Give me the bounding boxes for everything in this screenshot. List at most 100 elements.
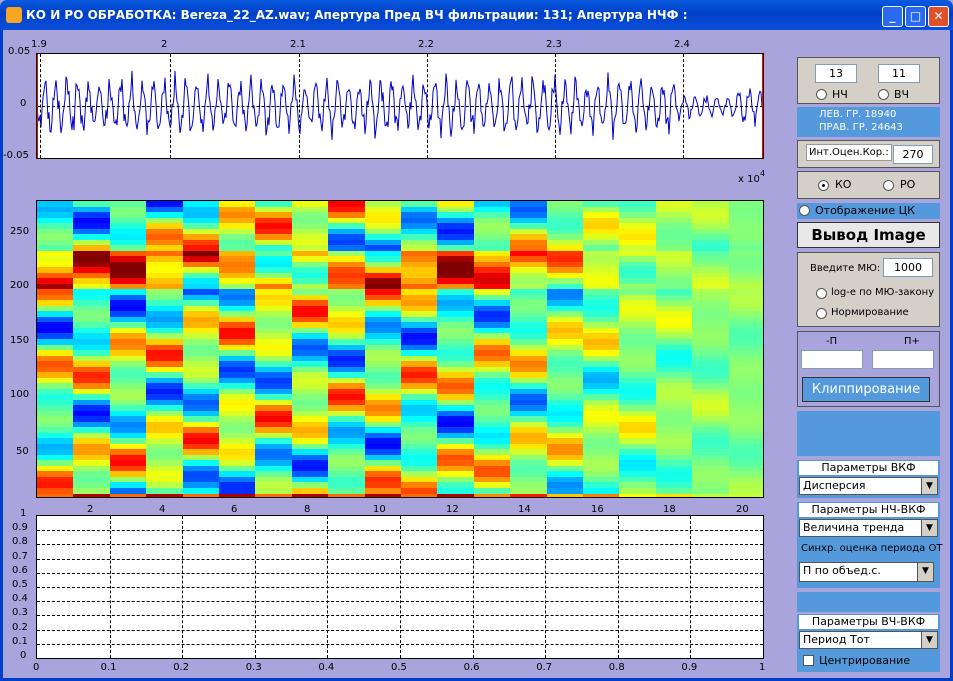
lf-vkf-select[interactable]: Величина тренда ▼ xyxy=(799,519,938,537)
heat-cell xyxy=(728,372,763,379)
heat-cell xyxy=(73,405,111,412)
heat-cell xyxy=(146,245,184,252)
heat-cell xyxy=(37,261,75,269)
clip-button[interactable]: Клиппирование xyxy=(802,377,930,402)
heat-cell xyxy=(255,405,293,412)
heat-cell xyxy=(510,261,548,269)
heat-cell xyxy=(73,234,111,241)
heat-cell xyxy=(109,410,148,418)
minimize-button[interactable]: _ xyxy=(882,6,903,27)
heat-cell xyxy=(655,350,694,357)
heat-cell xyxy=(401,256,439,263)
sync-select[interactable]: П по объед.с. ▼ xyxy=(799,562,934,582)
heat-cell xyxy=(109,482,148,489)
hf-radio[interactable] xyxy=(878,89,889,100)
hf-input[interactable]: 11 xyxy=(878,64,920,83)
heat-cell xyxy=(182,465,220,473)
display-ck-row: Отображение ЦК xyxy=(797,203,940,219)
heat-cell xyxy=(510,212,548,219)
heat-cell xyxy=(473,443,512,451)
heat-cell xyxy=(655,294,694,302)
heat-cell xyxy=(437,228,475,236)
empty-hgrid xyxy=(37,615,763,617)
mu-input[interactable]: 1000 xyxy=(883,258,933,277)
heat-cell xyxy=(619,206,657,213)
heat-cell xyxy=(73,311,111,318)
heat-cell xyxy=(546,206,584,213)
heat-cell xyxy=(328,465,366,473)
hf-vkf-select[interactable]: Период Тот ▼ xyxy=(799,631,938,649)
display-ck-radio[interactable] xyxy=(799,205,810,216)
int-input[interactable]: 270 xyxy=(893,145,933,164)
heat-cell xyxy=(583,333,621,340)
heat-cell xyxy=(510,333,548,340)
waveform-line xyxy=(37,70,763,141)
heat-cell xyxy=(619,344,657,351)
heat-cell xyxy=(692,223,730,230)
heat-cell xyxy=(146,416,184,423)
heat-cell xyxy=(182,388,220,396)
heat-cell xyxy=(728,245,763,252)
heat-cell xyxy=(619,388,657,396)
spectrogram-image[interactable] xyxy=(36,200,764,498)
heat-cell xyxy=(510,399,548,407)
heat-cell xyxy=(437,427,475,434)
empty-plot[interactable] xyxy=(36,515,764,659)
heat-cell xyxy=(219,438,257,445)
lf-radio[interactable] xyxy=(816,89,827,100)
heat-cell xyxy=(109,355,148,362)
ro-radio[interactable] xyxy=(883,180,894,191)
heat-cell xyxy=(546,377,584,385)
heat-cell xyxy=(583,234,621,241)
heat-cell xyxy=(473,410,512,418)
heat-cell xyxy=(291,333,330,340)
waveform-plot[interactable] xyxy=(36,53,764,159)
center-checkbox[interactable] xyxy=(803,655,814,666)
lf-input[interactable]: 13 xyxy=(815,64,857,83)
heat-cell xyxy=(255,223,293,230)
empty-ytick: 0.5 xyxy=(12,579,28,590)
heat-cell xyxy=(473,206,512,213)
vkf-select[interactable]: Дисперсия ▼ xyxy=(799,477,938,495)
heat-cell xyxy=(109,245,148,252)
heat-cell xyxy=(182,333,220,340)
heat-cell xyxy=(255,267,293,274)
heat-cell xyxy=(510,405,548,412)
heat-cell xyxy=(510,465,548,473)
p-minus-input[interactable] xyxy=(801,350,863,369)
heat-cell xyxy=(401,305,439,313)
heat-cell xyxy=(73,372,111,379)
heat-cell xyxy=(655,206,694,213)
heat-cell xyxy=(219,471,257,478)
heat-cell xyxy=(510,228,548,236)
output-image-button[interactable]: Вывод Image xyxy=(797,222,940,248)
maximize-button[interactable]: □ xyxy=(905,6,926,27)
heat-cell xyxy=(619,493,657,497)
empty-ytick: 0.2 xyxy=(12,621,28,633)
heat-cell xyxy=(401,217,439,225)
heat-cell xyxy=(437,383,475,390)
heat-cell xyxy=(73,201,111,208)
heat-cell xyxy=(146,410,184,418)
heat-cell xyxy=(583,493,621,497)
heat-cell xyxy=(473,350,512,357)
close-button[interactable]: ✕ xyxy=(928,6,949,27)
heat-cell xyxy=(219,366,257,374)
heat-cell xyxy=(619,339,657,346)
log-radio[interactable] xyxy=(816,288,827,299)
norm-radio[interactable] xyxy=(816,308,827,319)
heat-cell xyxy=(583,212,621,219)
heat-cell xyxy=(291,256,330,263)
heat-cell xyxy=(437,212,475,219)
heat-cell xyxy=(37,438,75,445)
heat-cell xyxy=(255,283,293,291)
heat-cell xyxy=(255,476,293,484)
heat-cell xyxy=(619,294,657,302)
heat-cell xyxy=(328,361,366,368)
ko-radio[interactable] xyxy=(818,180,829,191)
heat-cell xyxy=(655,283,694,291)
heat-cell xyxy=(182,443,220,451)
p-plus-input[interactable] xyxy=(872,350,934,369)
heat-cell xyxy=(146,206,184,213)
heat-cell xyxy=(437,454,475,462)
